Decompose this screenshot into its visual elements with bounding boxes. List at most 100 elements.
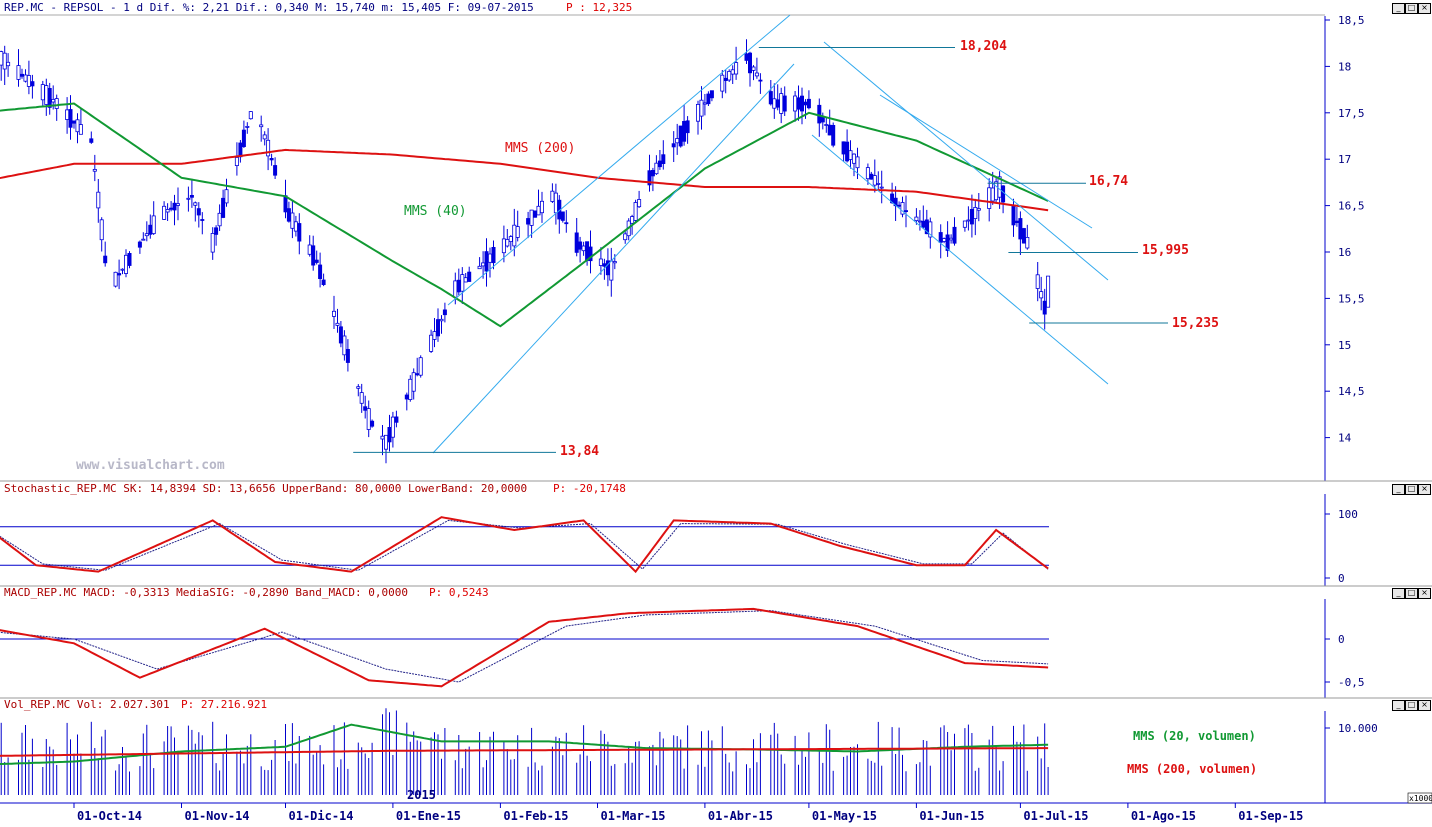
price-candle: [1014, 220, 1019, 224]
price-candle: [78, 124, 83, 135]
price-minimize-button[interactable]: _: [1392, 3, 1405, 14]
price-candle: [290, 212, 295, 229]
price-candle: [865, 167, 870, 180]
level-label-15995: 15,995: [1142, 243, 1189, 258]
volume-minimize-button[interactable]: _: [1392, 700, 1405, 711]
price-axis-label: 15,5: [1338, 292, 1365, 305]
stochastic-axis-label: 100: [1338, 508, 1358, 521]
price-candle: [467, 271, 472, 282]
price-candle: [169, 207, 174, 210]
price-candle: [505, 239, 510, 247]
ma40-label: MMS (40): [404, 204, 467, 219]
price-candle: [359, 392, 364, 404]
price-candle: [564, 222, 569, 225]
price-candle: [709, 90, 714, 99]
price-candle: [872, 175, 877, 186]
macd-minimize-button[interactable]: _: [1392, 588, 1405, 599]
price-candle: [460, 274, 465, 292]
price-candle: [1011, 204, 1016, 226]
price-candle: [259, 124, 264, 128]
price-maximize-button[interactable]: □: [1405, 3, 1418, 14]
price-close-button[interactable]: ×: [1418, 3, 1431, 14]
volume-maximize-button[interactable]: □: [1405, 700, 1418, 711]
price-candle: [748, 52, 753, 74]
price-candle: [806, 98, 811, 109]
price-candle: [175, 203, 180, 206]
price-candle: [435, 319, 440, 337]
volume-ma200-line: [0, 747, 1049, 757]
stochastic-maximize-button[interactable]: □: [1405, 484, 1418, 495]
price-candle: [990, 187, 995, 202]
price-candle: [19, 73, 24, 77]
price-candle: [366, 408, 371, 430]
price-candle: [917, 220, 922, 223]
price-candle: [89, 138, 94, 143]
level-label-1384: 13,84: [560, 444, 599, 459]
stochastic-minimize-button[interactable]: _: [1392, 484, 1405, 495]
price-candle: [1039, 291, 1044, 299]
price-candle: [536, 205, 541, 216]
price-candle: [754, 72, 759, 77]
price-candle: [151, 215, 156, 234]
price-candle: [768, 91, 773, 105]
level-label-15235: 15,235: [1172, 316, 1219, 331]
price-candle: [720, 74, 725, 92]
price-candle: [876, 182, 881, 185]
price-candle: [581, 245, 586, 252]
price-candle: [602, 263, 607, 267]
stochastic-sk-line: [0, 516, 1049, 574]
price-candle: [772, 98, 777, 109]
price-candle: [432, 331, 437, 340]
x-axis-label: 01-Jul-15: [1023, 809, 1088, 823]
price-candle: [16, 65, 21, 80]
price-candle: [318, 264, 323, 280]
x-axis-label: 01-Ene-15: [396, 809, 461, 823]
price-candle: [394, 416, 399, 423]
volume-close-button[interactable]: ×: [1418, 700, 1431, 711]
price-candle: [751, 66, 756, 71]
level-label-18204: 18,204: [960, 39, 1007, 54]
price-candle: [103, 255, 108, 264]
price-candle: [456, 279, 461, 293]
x-axis-label: 01-Sep-15: [1238, 809, 1303, 823]
level-label-1674: 16,74: [1089, 174, 1128, 189]
price-header: REP.MC - REPSOL - 1 d Dif. %: 2,21 Dif.:…: [4, 1, 534, 14]
price-candle: [553, 192, 558, 214]
price-candle: [633, 202, 638, 221]
price-candle: [99, 219, 104, 241]
price-candle: [311, 245, 316, 266]
price-axis-label: 17: [1338, 153, 1351, 166]
price-candle: [273, 165, 278, 176]
price-candle: [307, 244, 312, 255]
price-candle: [297, 223, 302, 242]
price-candle: [803, 101, 808, 106]
price-candle: [650, 169, 655, 177]
price-candle: [248, 111, 253, 120]
price-candle: [775, 99, 780, 108]
x-axis-label: 01-Abr-15: [708, 809, 773, 823]
price-candle: [706, 93, 711, 105]
stochastic-close-button[interactable]: ×: [1418, 484, 1431, 495]
price-candle: [266, 139, 271, 157]
price-candle: [137, 241, 142, 248]
price-candle: [730, 69, 735, 75]
price-candle: [1025, 236, 1030, 249]
price-candle: [1046, 275, 1051, 308]
volume-legend-ma200: MMS (200, volumen): [1127, 762, 1257, 776]
price-candle: [973, 206, 978, 219]
price-candle: [654, 162, 659, 175]
price-candle: [855, 156, 860, 169]
volume-panel: [0, 708, 1049, 795]
price-candle: [678, 125, 683, 147]
price-candle: [51, 99, 56, 103]
price-candle: [952, 226, 957, 244]
price-candle: [793, 95, 798, 112]
volume-ma20-line: [0, 723, 1049, 766]
macd-maximize-button[interactable]: □: [1405, 588, 1418, 599]
price-candle: [1042, 300, 1047, 315]
price-candle: [127, 252, 132, 266]
macd-line: [0, 607, 1049, 688]
price-candle: [314, 259, 319, 263]
price-candle: [40, 84, 45, 101]
macd-close-button[interactable]: ×: [1418, 588, 1431, 599]
